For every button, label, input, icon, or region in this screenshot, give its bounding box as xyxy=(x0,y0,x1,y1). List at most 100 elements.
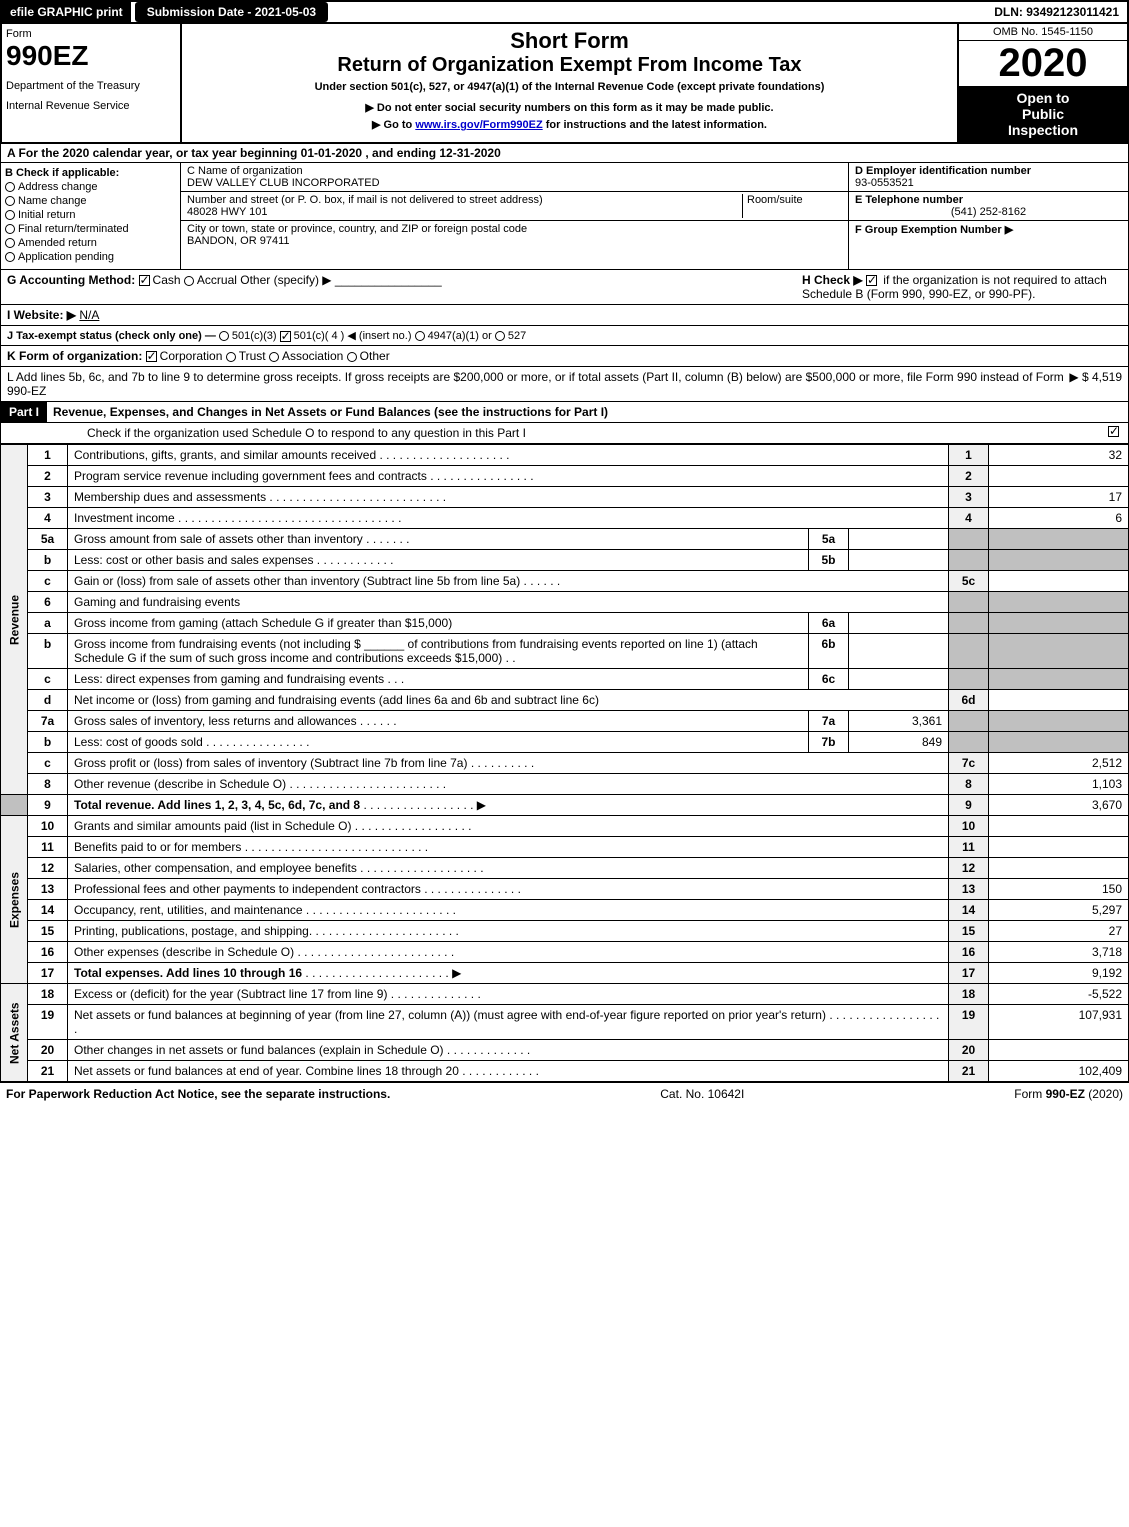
check-accrual[interactable] xyxy=(184,276,194,286)
row-10: Expenses 10 Grants and similar amounts p… xyxy=(1,816,1129,837)
k-corp[interactable] xyxy=(146,351,157,362)
j-opt2-check[interactable] xyxy=(280,331,291,342)
return-title: Return of Organization Exempt From Incom… xyxy=(190,54,949,77)
revenue-label: Revenue xyxy=(1,445,28,795)
j-label: J Tax-exempt status (check only one) — xyxy=(7,330,216,342)
row-9: 9 Total revenue. Add lines 1, 2, 3, 4, 5… xyxy=(1,795,1129,816)
expenses-label: Expenses xyxy=(1,816,28,984)
row-2: 2 Program service revenue including gove… xyxy=(1,466,1129,487)
org-name: DEW VALLEY CLUB INCORPORATED xyxy=(187,177,842,189)
row-6a: a Gross income from gaming (attach Sched… xyxy=(1,613,1129,634)
section-b-title: B Check if applicable: xyxy=(5,167,176,179)
part1-check-text: Check if the organization used Schedule … xyxy=(7,426,526,440)
info-block: B Check if applicable: Address change Na… xyxy=(0,163,1129,270)
part1-title: Revenue, Expenses, and Changes in Net As… xyxy=(47,402,1128,422)
form-header: Form 990EZ Department of the Treasury In… xyxy=(0,24,1129,144)
j-opt4-check[interactable] xyxy=(495,331,505,341)
row-3: 3 Membership dues and assessments . . . … xyxy=(1,487,1129,508)
open2: Public xyxy=(963,106,1123,122)
row-5c: c Gain or (loss) from sale of assets oth… xyxy=(1,571,1129,592)
check-amended[interactable]: Amended return xyxy=(5,237,176,249)
footer-center: Cat. No. 10642I xyxy=(660,1087,744,1101)
row-12: 12 Salaries, other compensation, and emp… xyxy=(1,858,1129,879)
l-amount: ▶ $ 4,519 xyxy=(1069,370,1122,398)
row-11: 11 Benefits paid to or for members . . .… xyxy=(1,837,1129,858)
section-g: G Accounting Method: Cash Accrual Other … xyxy=(7,273,442,301)
row-5b: b Less: cost or other basis and sales ex… xyxy=(1,550,1129,571)
org-addr-row: Number and street (or P. O. box, if mail… xyxy=(181,192,848,221)
section-j: J Tax-exempt status (check only one) — 5… xyxy=(0,326,1129,346)
footer-right: Form 990-EZ (2020) xyxy=(1014,1087,1123,1101)
section-h: H Check ▶ if the organization is not req… xyxy=(802,273,1122,301)
header-center: Short Form Return of Organization Exempt… xyxy=(182,24,957,142)
org-name-row: C Name of organization DEW VALLEY CLUB I… xyxy=(181,163,848,192)
row-6d: d Net income or (loss) from gaming and f… xyxy=(1,690,1129,711)
check-initial[interactable]: Initial return xyxy=(5,209,176,221)
section-f: F Group Exemption Number ▶ xyxy=(849,221,1128,238)
part1-checkbox[interactable] xyxy=(1108,426,1119,437)
section-k: K Form of organization: Corporation Trus… xyxy=(0,346,1129,367)
row-4: 4 Investment income . . . . . . . . . . … xyxy=(1,508,1129,529)
part1-header: Part I Revenue, Expenses, and Changes in… xyxy=(0,402,1129,423)
netassets-label: Net Assets xyxy=(1,984,28,1082)
k-other[interactable] xyxy=(347,352,357,362)
check-h[interactable] xyxy=(866,275,877,286)
check-pending[interactable]: Application pending xyxy=(5,251,176,263)
open-public: Open to Public Inspection xyxy=(959,86,1127,142)
row-1: Revenue 1 Contributions, gifts, grants, … xyxy=(1,445,1129,466)
ssn-warning: ▶ Do not enter social security numbers o… xyxy=(190,101,949,114)
room-label: Room/suite xyxy=(747,194,842,206)
k-assoc[interactable] xyxy=(269,352,279,362)
j-opt3-check[interactable] xyxy=(415,331,425,341)
section-e: E Telephone number (541) 252-8162 xyxy=(849,192,1128,221)
check-address[interactable]: Address change xyxy=(5,181,176,193)
check-final[interactable]: Final return/terminated xyxy=(5,223,176,235)
ein: 93-0553521 xyxy=(855,177,1122,189)
section-l: L Add lines 5b, 6c, and 7b to line 9 to … xyxy=(0,367,1129,402)
row-18: Net Assets 18 Excess or (deficit) for th… xyxy=(1,984,1129,1005)
website: N/A xyxy=(79,308,99,322)
short-form-title: Short Form xyxy=(190,28,949,54)
ein-label: D Employer identification number xyxy=(855,165,1122,177)
k-label: K Form of organization: xyxy=(7,349,142,363)
row-16: 16 Other expenses (describe in Schedule … xyxy=(1,942,1129,963)
tax-year-row: A For the 2020 calendar year, or tax yea… xyxy=(0,144,1129,163)
check-name[interactable]: Name change xyxy=(5,195,176,207)
row-gh: G Accounting Method: Cash Accrual Other … xyxy=(0,270,1129,305)
row-7c: c Gross profit or (loss) from sales of i… xyxy=(1,753,1129,774)
check-cash[interactable] xyxy=(139,275,150,286)
org-name-label: C Name of organization xyxy=(187,165,842,177)
right-col: D Employer identification number 93-0553… xyxy=(848,163,1128,269)
row-21: 21 Net assets or fund balances at end of… xyxy=(1,1061,1129,1082)
part1-label: Part I xyxy=(1,402,47,422)
j-opt1-check[interactable] xyxy=(219,331,229,341)
address: 48028 HWY 101 xyxy=(187,206,742,218)
phone-label: E Telephone number xyxy=(855,194,1122,206)
addr-label: Number and street (or P. O. box, if mail… xyxy=(187,194,742,206)
org-city-row: City or town, state or province, country… xyxy=(181,221,848,249)
k-trust[interactable] xyxy=(226,352,236,362)
row-19: 19 Net assets or fund balances at beginn… xyxy=(1,1005,1129,1040)
footer-left: For Paperwork Reduction Act Notice, see … xyxy=(6,1087,390,1101)
tax-year: 2020 xyxy=(959,41,1127,86)
open3: Inspection xyxy=(963,122,1123,138)
row-14: 14 Occupancy, rent, utilities, and maint… xyxy=(1,900,1129,921)
dept-irs: Internal Revenue Service xyxy=(6,100,176,112)
h-text: H Check ▶ xyxy=(802,273,863,287)
row-13: 13 Professional fees and other payments … xyxy=(1,879,1129,900)
header-left: Form 990EZ Department of the Treasury In… xyxy=(2,24,182,142)
part1-check-row: Check if the organization used Schedule … xyxy=(0,423,1129,444)
goto-link[interactable]: www.irs.gov/Form990EZ xyxy=(415,119,542,131)
group-exemption: F Group Exemption Number ▶ xyxy=(855,223,1122,236)
dln: DLN: 93492123011421 xyxy=(986,2,1127,22)
page-footer: For Paperwork Reduction Act Notice, see … xyxy=(0,1082,1129,1105)
header-right: OMB No. 1545-1150 2020 Open to Public In… xyxy=(957,24,1127,142)
row-6b: b Gross income from fundraising events (… xyxy=(1,634,1129,669)
goto-line: ▶ Go to www.irs.gov/Form990EZ for instru… xyxy=(190,118,949,131)
row-6: 6 Gaming and fundraising events xyxy=(1,592,1129,613)
row-20: 20 Other changes in net assets or fund b… xyxy=(1,1040,1129,1061)
row-7a: 7a Gross sales of inventory, less return… xyxy=(1,711,1129,732)
efile-label[interactable]: efile GRAPHIC print xyxy=(2,2,131,22)
open1: Open to xyxy=(963,90,1123,106)
top-bar: efile GRAPHIC print Submission Date - 20… xyxy=(0,0,1129,24)
